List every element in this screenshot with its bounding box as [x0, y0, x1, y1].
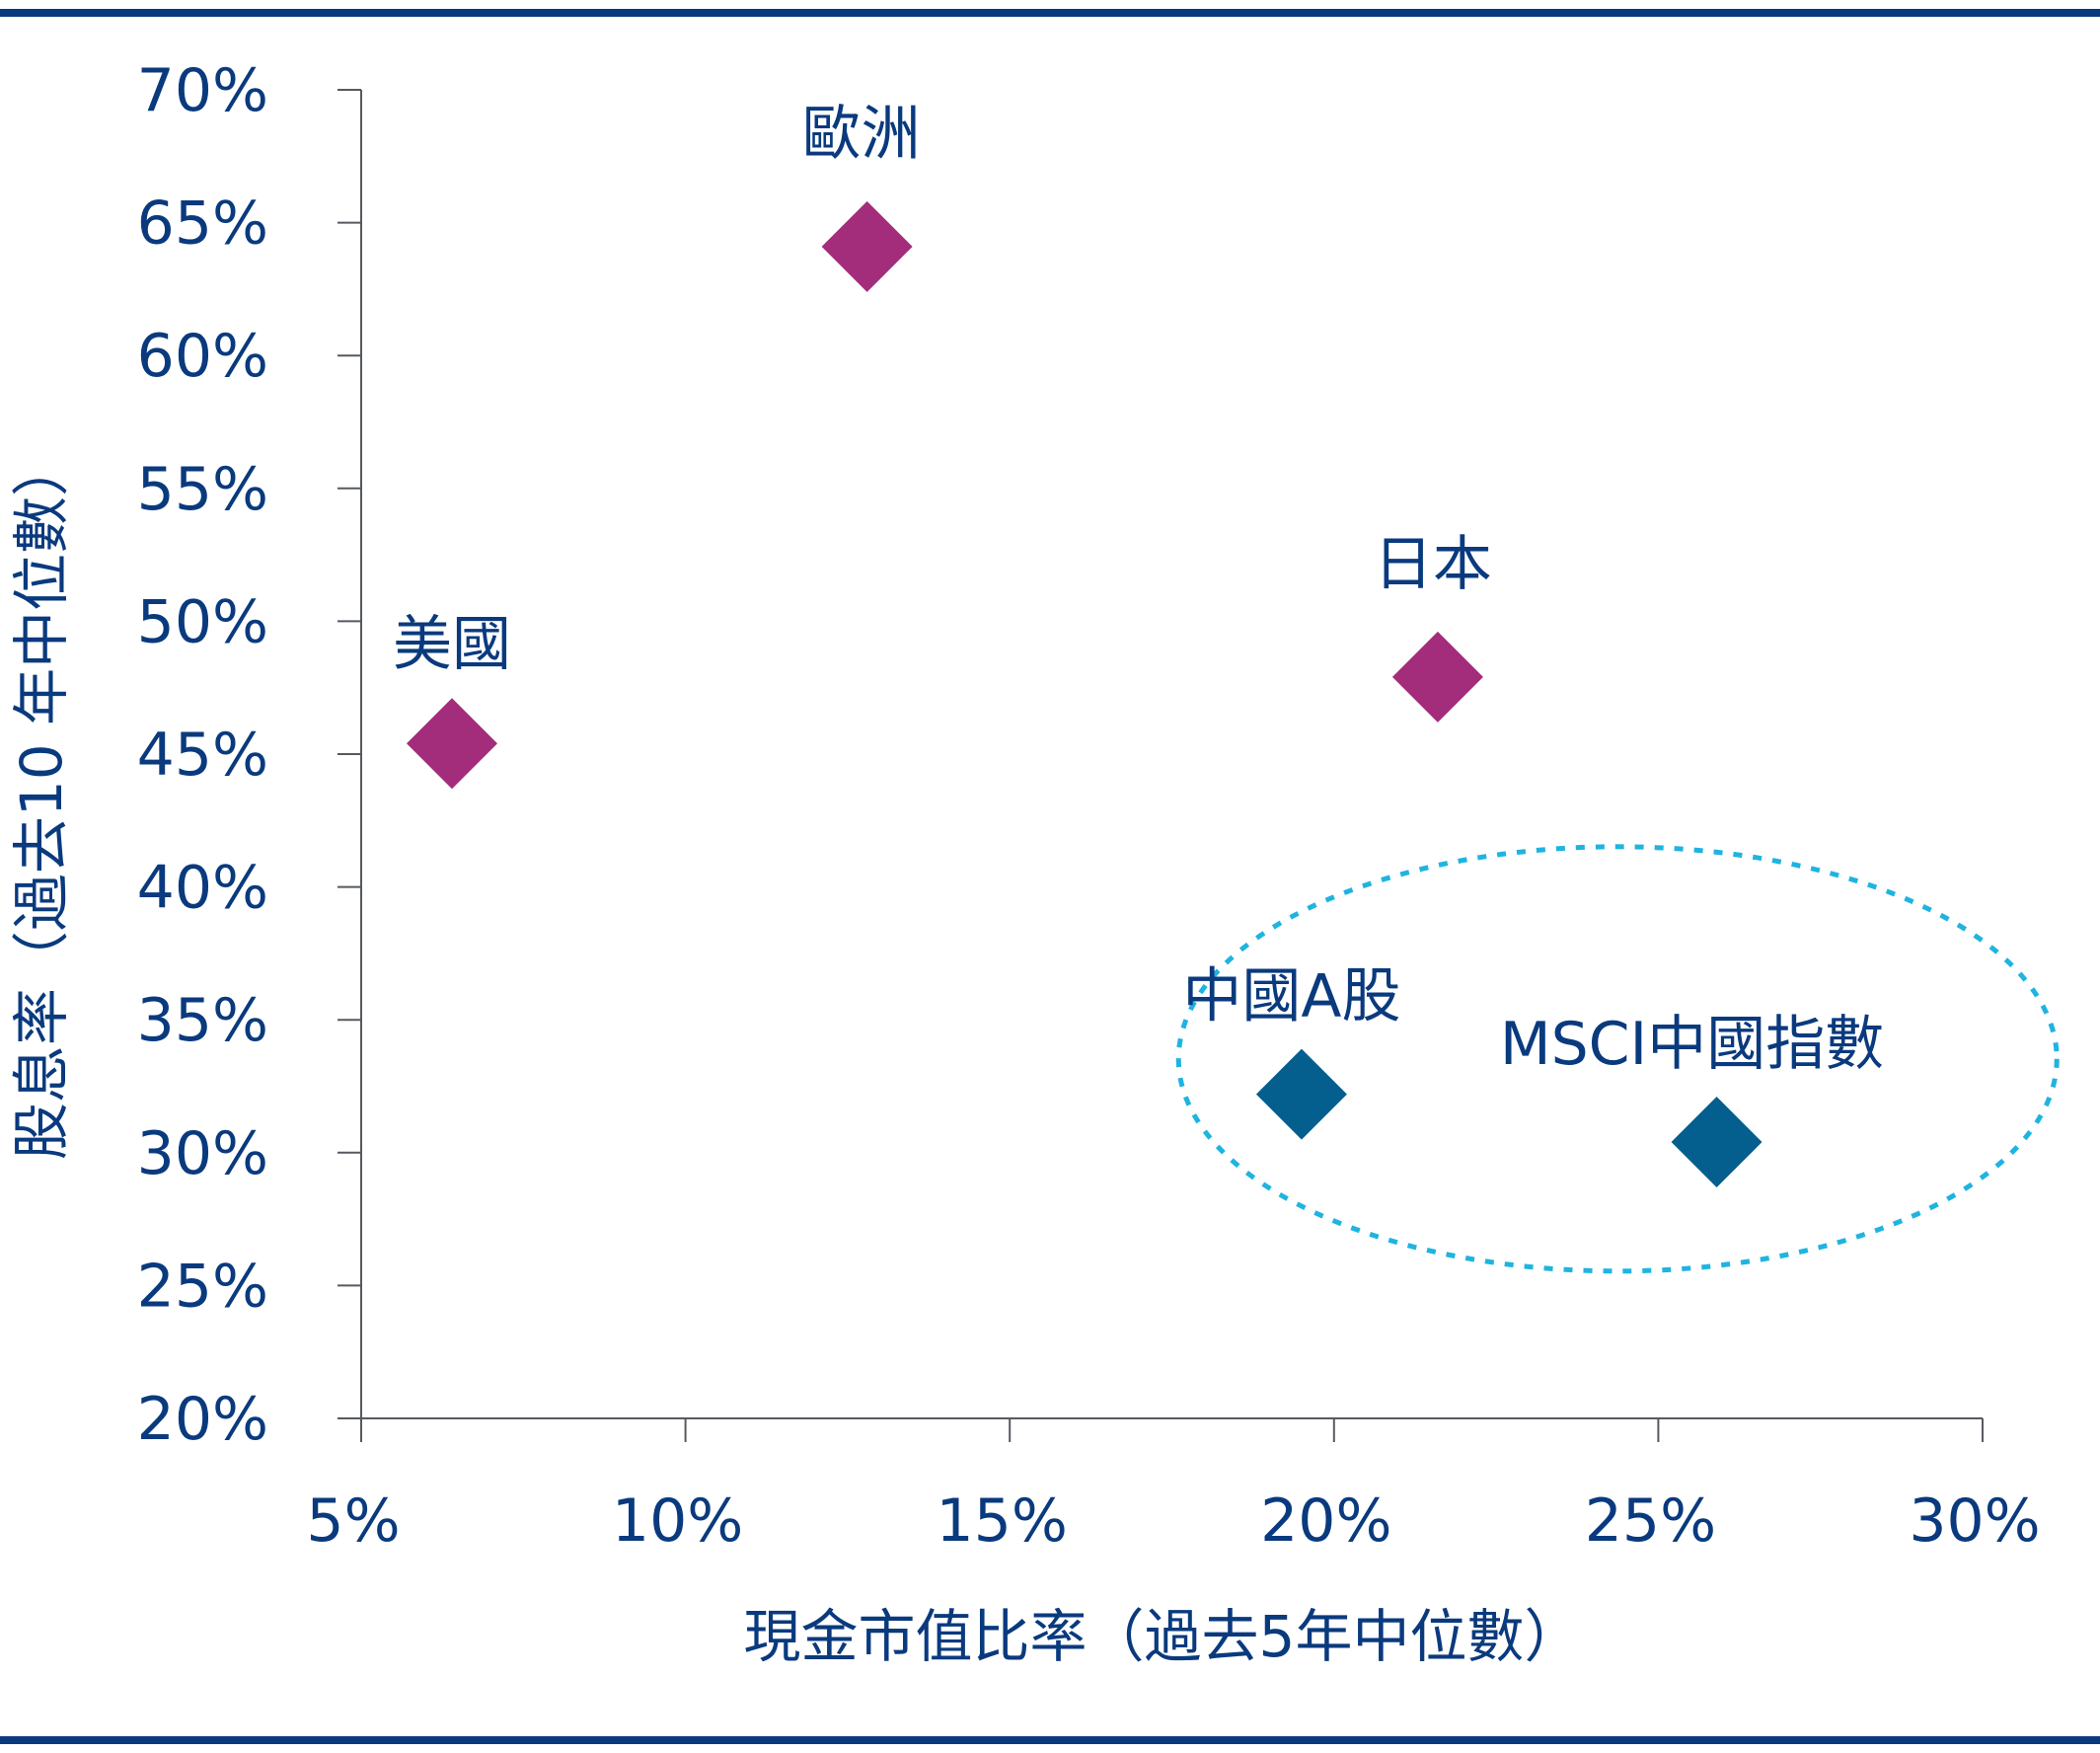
- y-tick-label: 65%: [137, 190, 268, 259]
- y-tick-label: 45%: [137, 721, 268, 790]
- x-tick-label: 25%: [1585, 1486, 1716, 1556]
- x-tick-label: 30%: [1909, 1486, 2040, 1556]
- data-point-marker: [407, 698, 498, 790]
- data-point-label: 歐洲: [802, 100, 921, 169]
- y-tick-label: 25%: [137, 1252, 268, 1321]
- top-rule: [0, 9, 2100, 17]
- y-tick-label: 20%: [137, 1385, 268, 1454]
- axes: [360, 90, 1983, 1419]
- x-axis-title: 現金市值比率（過去5年中位數）: [744, 1603, 1582, 1670]
- highlight-ellipse: [1175, 844, 2060, 1274]
- y-tick-label: 50%: [137, 587, 268, 656]
- x-tick-label: 15%: [937, 1486, 1068, 1556]
- data-point-label: 日本: [1374, 530, 1492, 599]
- data-point-marker: [1391, 631, 1483, 723]
- x-axis-ticks: 5% 10% 15% 20% 25% 30%: [306, 1418, 2041, 1556]
- y-tick-label: 70%: [137, 56, 268, 125]
- data-point-label: 中國A股: [1182, 962, 1400, 1031]
- y-tick-label: 30%: [137, 1119, 268, 1188]
- y-tick-label: 60%: [137, 322, 268, 391]
- data-point-label: MSCI中國指數: [1500, 1010, 1884, 1079]
- data-point-marker: [1255, 1048, 1347, 1140]
- y-axis-title: 股息率（過去10 年中位數）: [8, 439, 75, 1160]
- data-point-marker: [1671, 1097, 1762, 1188]
- y-axis-ticks: 20% 25% 30% 35% 40% 45% 50% 55% 60% 65% 70%: [137, 56, 361, 1454]
- x-tick-label: 5%: [306, 1486, 400, 1556]
- y-tick-label: 35%: [137, 986, 268, 1055]
- y-tick-label: 40%: [137, 854, 268, 923]
- y-tick-label: 55%: [137, 455, 268, 524]
- data-point-marker: [821, 200, 913, 292]
- data-point-label: 美國: [393, 610, 511, 679]
- x-tick-label: 20%: [1260, 1486, 1391, 1556]
- bottom-rule: [0, 1736, 2100, 1744]
- x-tick-label: 10%: [612, 1486, 743, 1556]
